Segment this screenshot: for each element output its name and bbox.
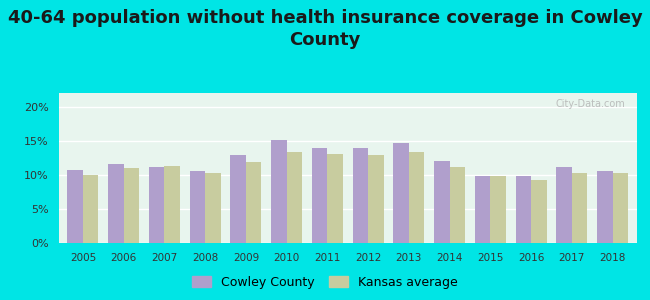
Bar: [572, 173, 588, 243]
Bar: [450, 167, 465, 243]
Bar: [287, 152, 302, 243]
Bar: [205, 173, 220, 243]
Legend: Cowley County, Kansas average: Cowley County, Kansas average: [187, 271, 463, 294]
Bar: [556, 167, 572, 243]
Text: 40-64 population without health insurance coverage in Cowley
County: 40-64 population without health insuranc…: [8, 9, 642, 49]
Bar: [246, 162, 261, 243]
Bar: [190, 171, 205, 243]
Bar: [612, 173, 628, 243]
Bar: [515, 176, 531, 243]
Bar: [164, 166, 180, 243]
Bar: [490, 176, 506, 243]
Bar: [368, 155, 384, 243]
Bar: [393, 143, 409, 243]
Bar: [328, 154, 343, 243]
Bar: [83, 175, 98, 243]
Bar: [230, 155, 246, 243]
Bar: [312, 148, 328, 243]
Bar: [531, 180, 547, 243]
Bar: [597, 171, 612, 243]
Bar: [409, 152, 424, 243]
Bar: [149, 167, 164, 243]
Bar: [271, 140, 287, 243]
Bar: [353, 148, 368, 243]
Bar: [68, 170, 83, 243]
Bar: [124, 168, 139, 243]
Bar: [108, 164, 124, 243]
Bar: [434, 160, 450, 243]
Text: City-Data.com: City-Data.com: [556, 99, 625, 109]
Bar: [475, 176, 490, 243]
